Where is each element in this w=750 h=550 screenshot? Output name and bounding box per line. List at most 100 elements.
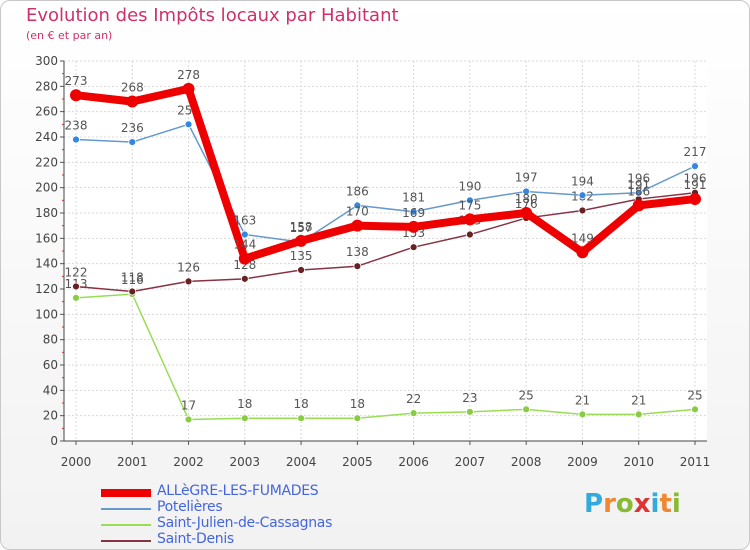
logo-letter: t — [659, 489, 672, 519]
y-tick-label: 0 — [50, 434, 58, 448]
data-point — [522, 405, 531, 414]
data-point — [578, 410, 587, 419]
logo-letter: r — [603, 489, 616, 519]
data-point — [72, 293, 80, 302]
y-tick-label: 120 — [35, 282, 58, 296]
data-label: 194 — [571, 174, 594, 188]
data-point — [409, 243, 418, 252]
x-tick-label: 2000 — [61, 455, 92, 469]
data-label: 138 — [346, 245, 369, 259]
data-point — [689, 193, 701, 206]
x-tick-label: 2005 — [342, 455, 373, 469]
logo-letter: i — [650, 489, 660, 519]
series-line — [75, 191, 696, 293]
data-label: 196 — [627, 172, 650, 186]
legend-swatch — [101, 524, 151, 526]
data-point — [353, 201, 362, 210]
legend-label: Saint-Julien-de-Cassagnas — [157, 515, 333, 531]
data-point — [463, 213, 476, 226]
data-point — [466, 407, 474, 416]
data-label: 217 — [684, 145, 707, 159]
legend-swatch — [101, 540, 151, 542]
data-label: 18 — [293, 397, 308, 411]
data-label: 163 — [233, 214, 256, 228]
data-point — [128, 287, 137, 296]
logo-letter: P — [584, 489, 604, 519]
legend-swatch — [101, 508, 151, 510]
data-label: 21 — [631, 393, 646, 407]
data-point — [128, 138, 137, 146]
data-point — [632, 199, 645, 212]
x-tick-label: 2006 — [398, 455, 429, 469]
data-label: 170 — [346, 205, 369, 219]
legend-label: Potelières — [157, 499, 223, 515]
data-point — [72, 135, 80, 144]
data-label: 186 — [627, 184, 650, 198]
data-point — [240, 414, 249, 423]
data-point — [126, 95, 139, 108]
x-tick-label: 2001 — [117, 455, 148, 469]
data-point — [182, 82, 195, 95]
x-tick-label: 2004 — [286, 455, 317, 469]
data-label: 128 — [233, 258, 256, 272]
y-tick-label: 100 — [35, 307, 58, 321]
data-label: 144 — [233, 238, 256, 252]
x-tick-label: 2011 — [680, 455, 711, 469]
logo-letter: o — [615, 489, 634, 519]
data-label: 17 — [181, 398, 196, 412]
data-label: 238 — [65, 119, 88, 133]
data-label: 191 — [627, 178, 650, 192]
data-point — [466, 196, 474, 205]
y-tick-label: 60 — [43, 358, 58, 372]
proxiti-logo: Proxiti — [584, 489, 681, 519]
y-tick-label: 240 — [35, 130, 58, 144]
data-label: 196 — [684, 172, 707, 186]
data-point — [407, 220, 420, 233]
chart-title: Evolution des Impôts locaux par Habitant — [26, 5, 399, 26]
data-label: 175 — [458, 198, 481, 212]
plot-area — [64, 61, 707, 441]
data-label: 180 — [515, 192, 538, 206]
data-point — [634, 410, 643, 419]
data-point — [70, 89, 82, 102]
series-line — [75, 123, 696, 243]
logo-letter: i — [671, 489, 681, 519]
data-label: 25 — [687, 388, 702, 402]
y-tick-label: 180 — [35, 206, 58, 220]
y-tick-label: 220 — [35, 155, 58, 169]
data-label: 149 — [571, 231, 594, 245]
data-point — [520, 207, 533, 219]
series-line — [75, 293, 696, 421]
data-label: 18 — [237, 397, 252, 411]
data-point — [353, 414, 362, 423]
data-point — [184, 120, 193, 129]
data-point — [297, 414, 305, 423]
data-point — [295, 234, 308, 247]
data-label: 186 — [346, 184, 369, 198]
data-label: 118 — [121, 271, 144, 285]
x-tick-label: 2002 — [173, 455, 204, 469]
x-tick-label: 2007 — [455, 455, 486, 469]
legend-label: ALLèGRE-LES-FUMADES — [157, 483, 319, 499]
data-point — [240, 230, 249, 239]
y-tick-label: 300 — [35, 54, 58, 68]
data-label: 273 — [65, 74, 88, 88]
data-label: 126 — [177, 260, 200, 274]
data-label: 197 — [515, 170, 538, 184]
data-point — [409, 207, 418, 216]
y-tick-label: 20 — [43, 409, 58, 423]
data-label: 116 — [121, 273, 144, 287]
data-point — [691, 405, 699, 414]
y-tick-label: 260 — [35, 105, 58, 119]
data-point — [353, 262, 362, 271]
x-tick-label: 2010 — [623, 455, 654, 469]
y-tick-label: 280 — [35, 79, 58, 93]
data-label: 176 — [515, 197, 538, 211]
series-line — [72, 84, 699, 263]
y-tick-label: 140 — [35, 257, 58, 271]
y-tick-label: 40 — [43, 383, 58, 397]
logo-letter: x — [633, 489, 651, 519]
data-point — [72, 282, 80, 291]
data-label: 18 — [350, 397, 365, 411]
